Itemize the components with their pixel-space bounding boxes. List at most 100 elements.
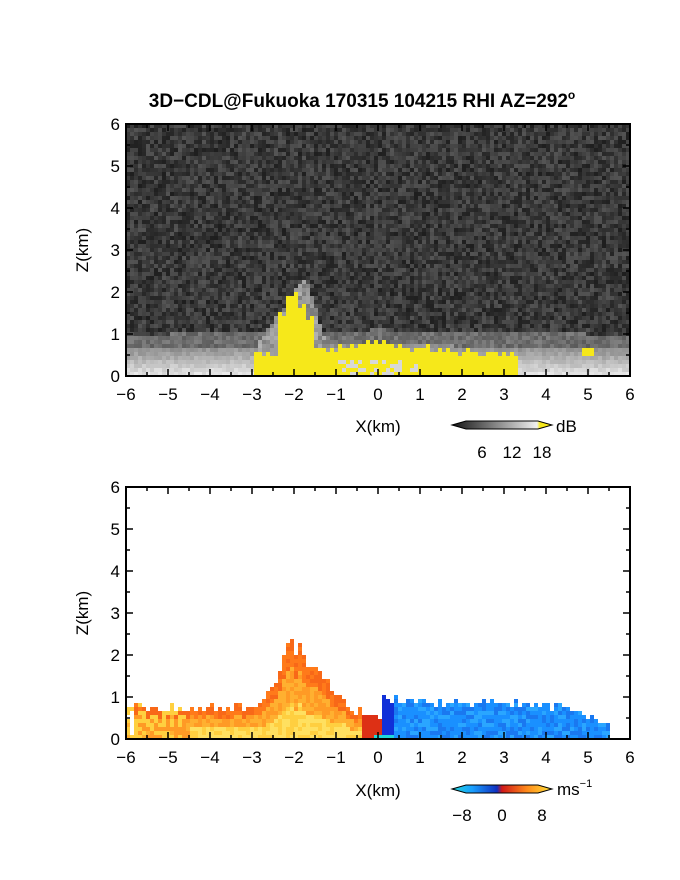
snr-cell [250, 220, 254, 224]
snr-cell [282, 248, 286, 252]
snr-cell [518, 184, 522, 188]
snr-cell [358, 256, 362, 260]
snr-cell [162, 176, 166, 180]
snr-cell [222, 160, 226, 164]
snr-cell [562, 164, 566, 168]
snr-cell [402, 220, 406, 224]
snr-cell [226, 212, 230, 216]
snr-cell [450, 176, 454, 180]
snr-cell [282, 184, 286, 188]
snr-cell [322, 260, 326, 264]
snr-cell [570, 176, 574, 180]
snr-cell [374, 240, 378, 244]
snr-cell [490, 144, 494, 148]
snr-cell [210, 260, 214, 264]
snr-cell [418, 140, 422, 144]
snr-cell [594, 276, 598, 280]
snr-cell [278, 244, 282, 248]
snr-cell [294, 160, 298, 164]
snr-cell [230, 200, 234, 204]
snr-cell [390, 228, 394, 232]
snr-cell [226, 136, 230, 140]
snr-cell [530, 180, 534, 184]
snr-cell [574, 128, 578, 132]
snr-cell [442, 212, 446, 216]
snr-cell [326, 144, 330, 148]
snr-cell [382, 248, 386, 252]
snr-cell [358, 176, 362, 180]
snr-cell [314, 216, 318, 220]
snr-cell [482, 196, 486, 200]
snr-cell [142, 164, 146, 168]
snr-cell [158, 172, 162, 176]
snr-cell [390, 272, 394, 276]
snr-cell [270, 236, 274, 240]
snr-cell [222, 168, 226, 172]
snr-cell [542, 148, 546, 152]
snr-cell [542, 224, 546, 228]
snr-cell [398, 200, 402, 204]
snr-cell [158, 252, 162, 256]
snr-cell [302, 276, 306, 280]
snr-cell [498, 156, 502, 160]
snr-cell [282, 208, 286, 212]
snr-cell [598, 224, 602, 228]
snr-cell [542, 188, 546, 192]
snr-cell [614, 192, 618, 196]
snr-cell [570, 180, 574, 184]
snr-cell [606, 156, 610, 160]
snr-cell [314, 240, 318, 244]
snr-cell [166, 144, 170, 148]
snr-cell [450, 200, 454, 204]
snr-cell [158, 228, 162, 232]
snr-cell [294, 268, 298, 272]
snr-cell [390, 200, 394, 204]
snr-cell [202, 204, 206, 208]
snr-cell [526, 244, 530, 248]
snr-cell [574, 172, 578, 176]
snr-cell [366, 228, 370, 232]
snr-cell [470, 236, 474, 240]
snr-cell [374, 184, 378, 188]
snr-cell [150, 216, 154, 220]
snr-cell [590, 152, 594, 156]
snr-cell [562, 248, 566, 252]
snr-cell [154, 268, 158, 272]
snr-cell [534, 196, 538, 200]
snr-cell [130, 232, 134, 236]
snr-cell [154, 144, 158, 148]
snr-cell [298, 268, 302, 272]
snr-cell [294, 216, 298, 220]
snr-cell [206, 228, 210, 232]
snr-cell [586, 180, 590, 184]
snr-cell [434, 168, 438, 172]
snr-cell [318, 204, 322, 208]
snr-cell [438, 128, 442, 132]
snr-cell [150, 152, 154, 156]
snr-cell [530, 148, 534, 152]
snr-cell [358, 156, 362, 160]
snr-cell [482, 216, 486, 220]
snr-cell [602, 128, 606, 132]
snr-cell [246, 272, 250, 276]
snr-cell [318, 272, 322, 276]
snr-cell [510, 212, 514, 216]
snr-cell [302, 144, 306, 148]
snr-cell [598, 264, 602, 268]
snr-cell [362, 256, 366, 260]
snr-cell [278, 184, 282, 188]
snr-cell [254, 176, 258, 180]
snr-cell [482, 236, 486, 240]
snr-cell [502, 168, 506, 172]
snr-cell [342, 268, 346, 272]
snr-cell [222, 148, 226, 152]
snr-cell [370, 220, 374, 224]
snr-cell [446, 192, 450, 196]
snr-cell [334, 260, 338, 264]
snr-cell [370, 156, 374, 160]
snr-cell [438, 268, 442, 272]
snr-cell [266, 264, 270, 268]
snr-cell [142, 216, 146, 220]
snr-cell [222, 144, 226, 148]
snr-cell [418, 204, 422, 208]
